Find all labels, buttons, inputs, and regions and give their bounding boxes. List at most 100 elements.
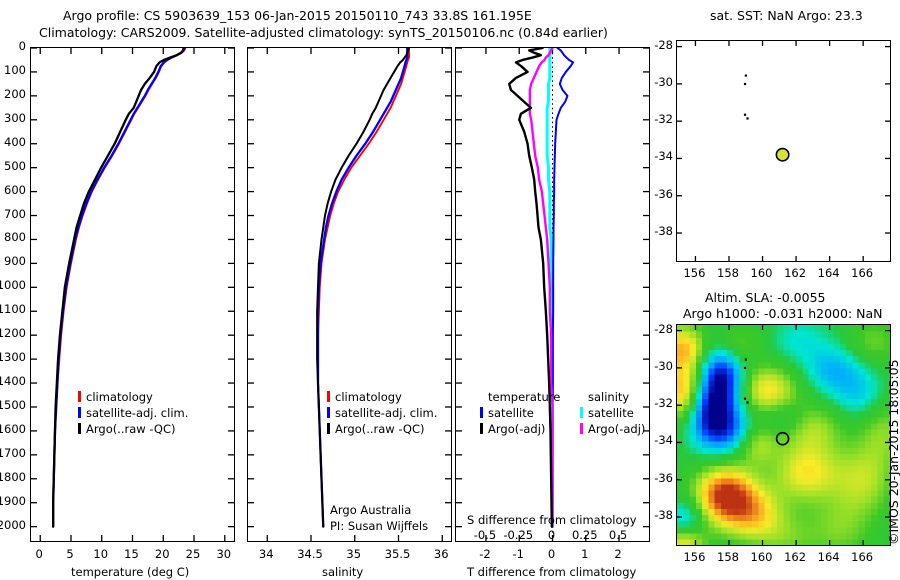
temperature-profile-panel xyxy=(30,47,235,542)
axis-tick-label: 1400 xyxy=(0,374,26,389)
axis-tick-label: 0.25 xyxy=(571,528,598,542)
salinity-plot-svg xyxy=(248,48,451,541)
axis-tick-label: -0.25 xyxy=(503,528,534,542)
axis-tick-label: -2 xyxy=(479,547,491,561)
axis-tick-label: 200 xyxy=(4,86,26,101)
axis-tick-label: 0 xyxy=(35,547,43,561)
salinity-x-axis-label: salinity xyxy=(322,565,364,579)
axis-tick-label: 600 xyxy=(4,182,26,197)
axis-tick-label: 800 xyxy=(4,230,26,245)
axis-tick-label: 34.5 xyxy=(297,547,323,561)
sla-map-title-line2: Argo h1000: -0.031 h2000: NaN xyxy=(683,306,883,321)
legend-swatch-satellite xyxy=(480,407,483,418)
axis-tick-label: 0.5 xyxy=(608,528,628,542)
axis-tick-label: -34 xyxy=(654,149,673,164)
axis-tick-label: 2 xyxy=(614,547,622,561)
page-title-line1: Argo profile: CS 5903639_153 06-Jan-2015… xyxy=(63,8,532,23)
axis-tick-label: 158 xyxy=(717,550,739,564)
axis-tick-label: 25 xyxy=(185,547,201,561)
axis-tick-label: 1700 xyxy=(0,445,26,460)
axis-tick-label: 162 xyxy=(784,550,807,564)
legend-label: satellite-adj. clim. xyxy=(86,406,189,420)
axis-tick-label: 34 xyxy=(258,547,274,561)
legend-label: satellite-adj. clim. xyxy=(335,406,438,420)
sst-map-title: sat. SST: NaN Argo: 23.3 xyxy=(710,8,863,23)
axis-tick-label: -28 xyxy=(654,37,673,52)
axis-tick-label: 1000 xyxy=(0,278,26,293)
page-title-line2: Climatology: CARS2009. Satellite-adjuste… xyxy=(39,25,608,40)
axis-tick-label: 1 xyxy=(581,547,589,561)
axis-tick-label: -34 xyxy=(654,433,673,448)
axis-tick-label: 158 xyxy=(717,266,739,280)
salinity-annotation: Argo Australia PI: Susan Wijffels xyxy=(330,503,428,533)
legend-item: satellite xyxy=(480,406,560,420)
legend-label: climatology xyxy=(86,390,153,404)
legend-item: climatology xyxy=(327,390,437,404)
legend-swatch-satellite xyxy=(580,407,583,418)
legend-label: satellite xyxy=(488,406,534,420)
axis-tick-label: -32 xyxy=(654,396,673,411)
axis-tick-label: 166 xyxy=(851,550,874,564)
axis-tick-label: 35.5 xyxy=(384,547,411,561)
sla-map-svg xyxy=(677,325,890,545)
difference-profile-panel xyxy=(455,47,650,542)
legend-swatch-satellite-adj xyxy=(327,407,330,418)
salinity-legend: climatology satellite-adj. clim. Argo(..… xyxy=(327,390,437,436)
legend-swatch-argo-raw xyxy=(78,423,81,434)
axis-tick-label: 1300 xyxy=(0,350,26,365)
axis-tick-label: 400 xyxy=(4,134,26,149)
axis-tick-label: -36 xyxy=(654,186,673,201)
copyright-text: ©IMOS 20-Jan-2015 18:05:05 xyxy=(886,359,900,545)
axis-tick-label: 1900 xyxy=(0,493,26,508)
axis-tick-label: 1600 xyxy=(0,421,26,436)
legend-label: climatology xyxy=(335,390,402,404)
axis-tick-label: -28 xyxy=(654,321,673,336)
axis-tick-label: 5 xyxy=(66,547,74,561)
axis-tick-label: 1100 xyxy=(0,302,26,317)
sst-map-panel xyxy=(676,40,891,262)
axis-tick-label: 0 xyxy=(547,547,556,561)
axis-tick-label: 300 xyxy=(4,110,26,125)
copyright-label: ©IMOS 20-Jan-2015 18:05:05 xyxy=(886,359,900,560)
sla-map-title-line1: Altim. SLA: -0.0055 xyxy=(705,290,826,305)
axis-tick-label: 35 xyxy=(346,547,362,561)
axis-tick-label: -30 xyxy=(654,74,673,89)
axis-tick-label: 10 xyxy=(93,547,109,561)
legend-item: Argo(..raw -QC) xyxy=(78,422,188,436)
axis-tick-label: 500 xyxy=(4,158,26,173)
axis-tick-label: 166 xyxy=(851,266,874,280)
legend-label: Argo(-adj) xyxy=(588,422,646,436)
axis-tick-label: 1800 xyxy=(0,469,26,484)
temperature-plot-svg xyxy=(31,48,234,541)
axis-tick-label: -38 xyxy=(654,224,673,239)
axis-tick-label: 1200 xyxy=(0,326,26,341)
axis-tick-label: -32 xyxy=(654,112,673,127)
temperature-legend: climatology satellite-adj. clim. Argo(..… xyxy=(78,390,188,436)
legend-header: temperature xyxy=(488,390,561,404)
axis-tick-label: 162 xyxy=(784,266,807,280)
legend-swatch-argo-raw xyxy=(327,423,330,434)
legend-label: satellite xyxy=(588,406,634,420)
axis-tick-label: 160 xyxy=(750,550,773,564)
legend-item: Argo(..raw -QC) xyxy=(327,422,437,436)
legend-swatch-satellite-adj xyxy=(78,407,81,418)
axis-tick-label: 20 xyxy=(154,547,170,561)
axis-tick-label: 164 xyxy=(817,550,840,564)
salinity-profile-panel xyxy=(247,47,452,542)
axis-tick-label: 156 xyxy=(683,266,706,280)
legend-label: Argo(-adj) xyxy=(488,422,546,436)
legend-item: climatology xyxy=(78,390,188,404)
axis-tick-label: -38 xyxy=(654,508,673,523)
legend-item: satellite-adj. clim. xyxy=(78,406,188,420)
legend-item: Argo(-adj) xyxy=(580,422,645,436)
difference-legend-salinity: salinity satellite Argo(-adj) xyxy=(580,390,645,436)
legend-label: Argo(..raw -QC) xyxy=(86,422,176,436)
axis-tick-label: -36 xyxy=(654,470,673,485)
difference-plot-svg xyxy=(456,48,649,541)
axis-tick-label: 700 xyxy=(4,206,26,221)
legend-item: satellite-adj. clim. xyxy=(327,406,437,420)
axis-tick-label: 160 xyxy=(750,266,773,280)
axis-tick-label: -0.5 xyxy=(473,528,497,542)
sla-map-panel xyxy=(676,324,891,546)
annotation-line1: Argo Australia xyxy=(330,503,412,517)
